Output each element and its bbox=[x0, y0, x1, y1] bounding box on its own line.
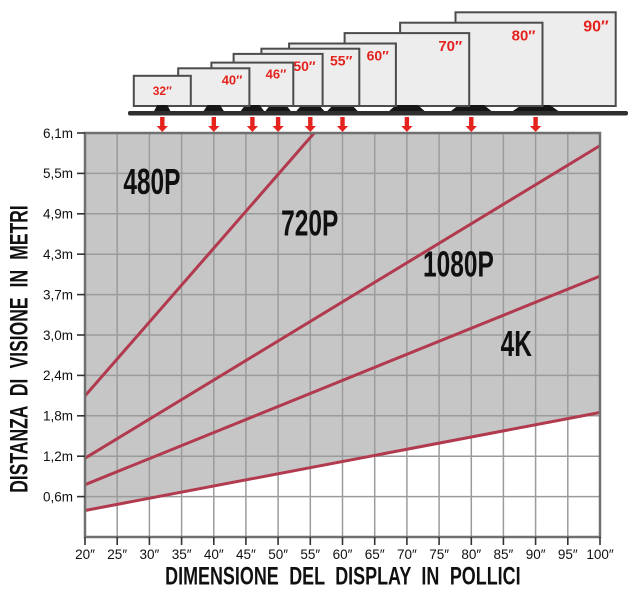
x-tick-label: 65″ bbox=[365, 547, 385, 562]
x-tick-label: 75″ bbox=[429, 547, 449, 562]
chart-line-4K bbox=[84, 411, 601, 512]
x-tick-label: 80″ bbox=[461, 547, 481, 562]
y-tick-label: 3,7m bbox=[43, 287, 73, 302]
y-tick-label: 3,0m bbox=[43, 328, 73, 343]
tv-size-label-60: 60″ bbox=[367, 48, 390, 64]
x-tick-label: 20″ bbox=[75, 547, 95, 562]
arrow-down-icon-80 bbox=[465, 117, 477, 132]
x-tick-label: 55″ bbox=[300, 547, 320, 562]
tv-size-label-32: 32″ bbox=[153, 84, 172, 98]
tv-size-label-80: 80″ bbox=[512, 28, 536, 45]
tv-size-label-46: 46″ bbox=[266, 67, 287, 82]
chart-line-1080P bbox=[84, 274, 601, 487]
arrow-down-icon-40 bbox=[208, 117, 220, 132]
y-tick-label: 0,6m bbox=[43, 489, 73, 504]
region-label-480P: 480P bbox=[123, 161, 180, 202]
x-tick-label: 70″ bbox=[397, 547, 417, 562]
x-tick-label: 40″ bbox=[204, 547, 224, 562]
tv-shelf bbox=[128, 111, 628, 116]
x-tick-label: 30″ bbox=[140, 547, 160, 562]
x-tick-label: 85″ bbox=[494, 547, 514, 562]
x-tick-label: 35″ bbox=[172, 547, 192, 562]
y-tick-label: 4,3m bbox=[43, 247, 73, 262]
region-label-4K: 4K bbox=[501, 323, 532, 364]
region-label-1080P: 1080P bbox=[423, 244, 494, 285]
x-tick-label: 50″ bbox=[268, 547, 288, 562]
x-tick-label: 25″ bbox=[107, 547, 127, 562]
tv-size-label-50: 50″ bbox=[293, 58, 316, 74]
x-tick-label: 60″ bbox=[333, 547, 353, 562]
region-label-720P: 720P bbox=[281, 203, 338, 244]
x-tick-label: 45″ bbox=[236, 547, 256, 562]
arrow-down-icon-70 bbox=[401, 117, 413, 132]
arrow-down-icon-55 bbox=[304, 117, 316, 132]
y-tick-label: 6,1m bbox=[43, 126, 73, 141]
x-tick-label: 90″ bbox=[526, 547, 546, 562]
y-tick-label: 5,5m bbox=[43, 166, 73, 181]
tv-size-label-40: 40″ bbox=[222, 72, 243, 87]
y-tick-label: 1,8m bbox=[43, 409, 73, 424]
x-tick-label: 95″ bbox=[558, 547, 578, 562]
tv-size-label-70: 70″ bbox=[438, 38, 462, 55]
arrow-down-icon-32 bbox=[156, 117, 168, 132]
tv-size-label-55: 55″ bbox=[330, 53, 353, 69]
y-tick-label: 2,4m bbox=[43, 368, 73, 383]
chart-line-480P bbox=[83, 132, 316, 397]
arrow-down-icon-46 bbox=[246, 117, 258, 132]
arrow-down-icon-60 bbox=[336, 117, 349, 132]
x-tick-label: 100″ bbox=[586, 547, 614, 562]
y-tick-label: 4,9m bbox=[43, 207, 73, 222]
tv-size-label-90: 90″ bbox=[583, 18, 609, 35]
arrow-down-icon-50 bbox=[272, 117, 284, 132]
arrow-down-icon-90 bbox=[530, 117, 542, 132]
y-tick-label: 1,2m bbox=[43, 449, 73, 464]
chart-line-720P bbox=[84, 144, 601, 460]
